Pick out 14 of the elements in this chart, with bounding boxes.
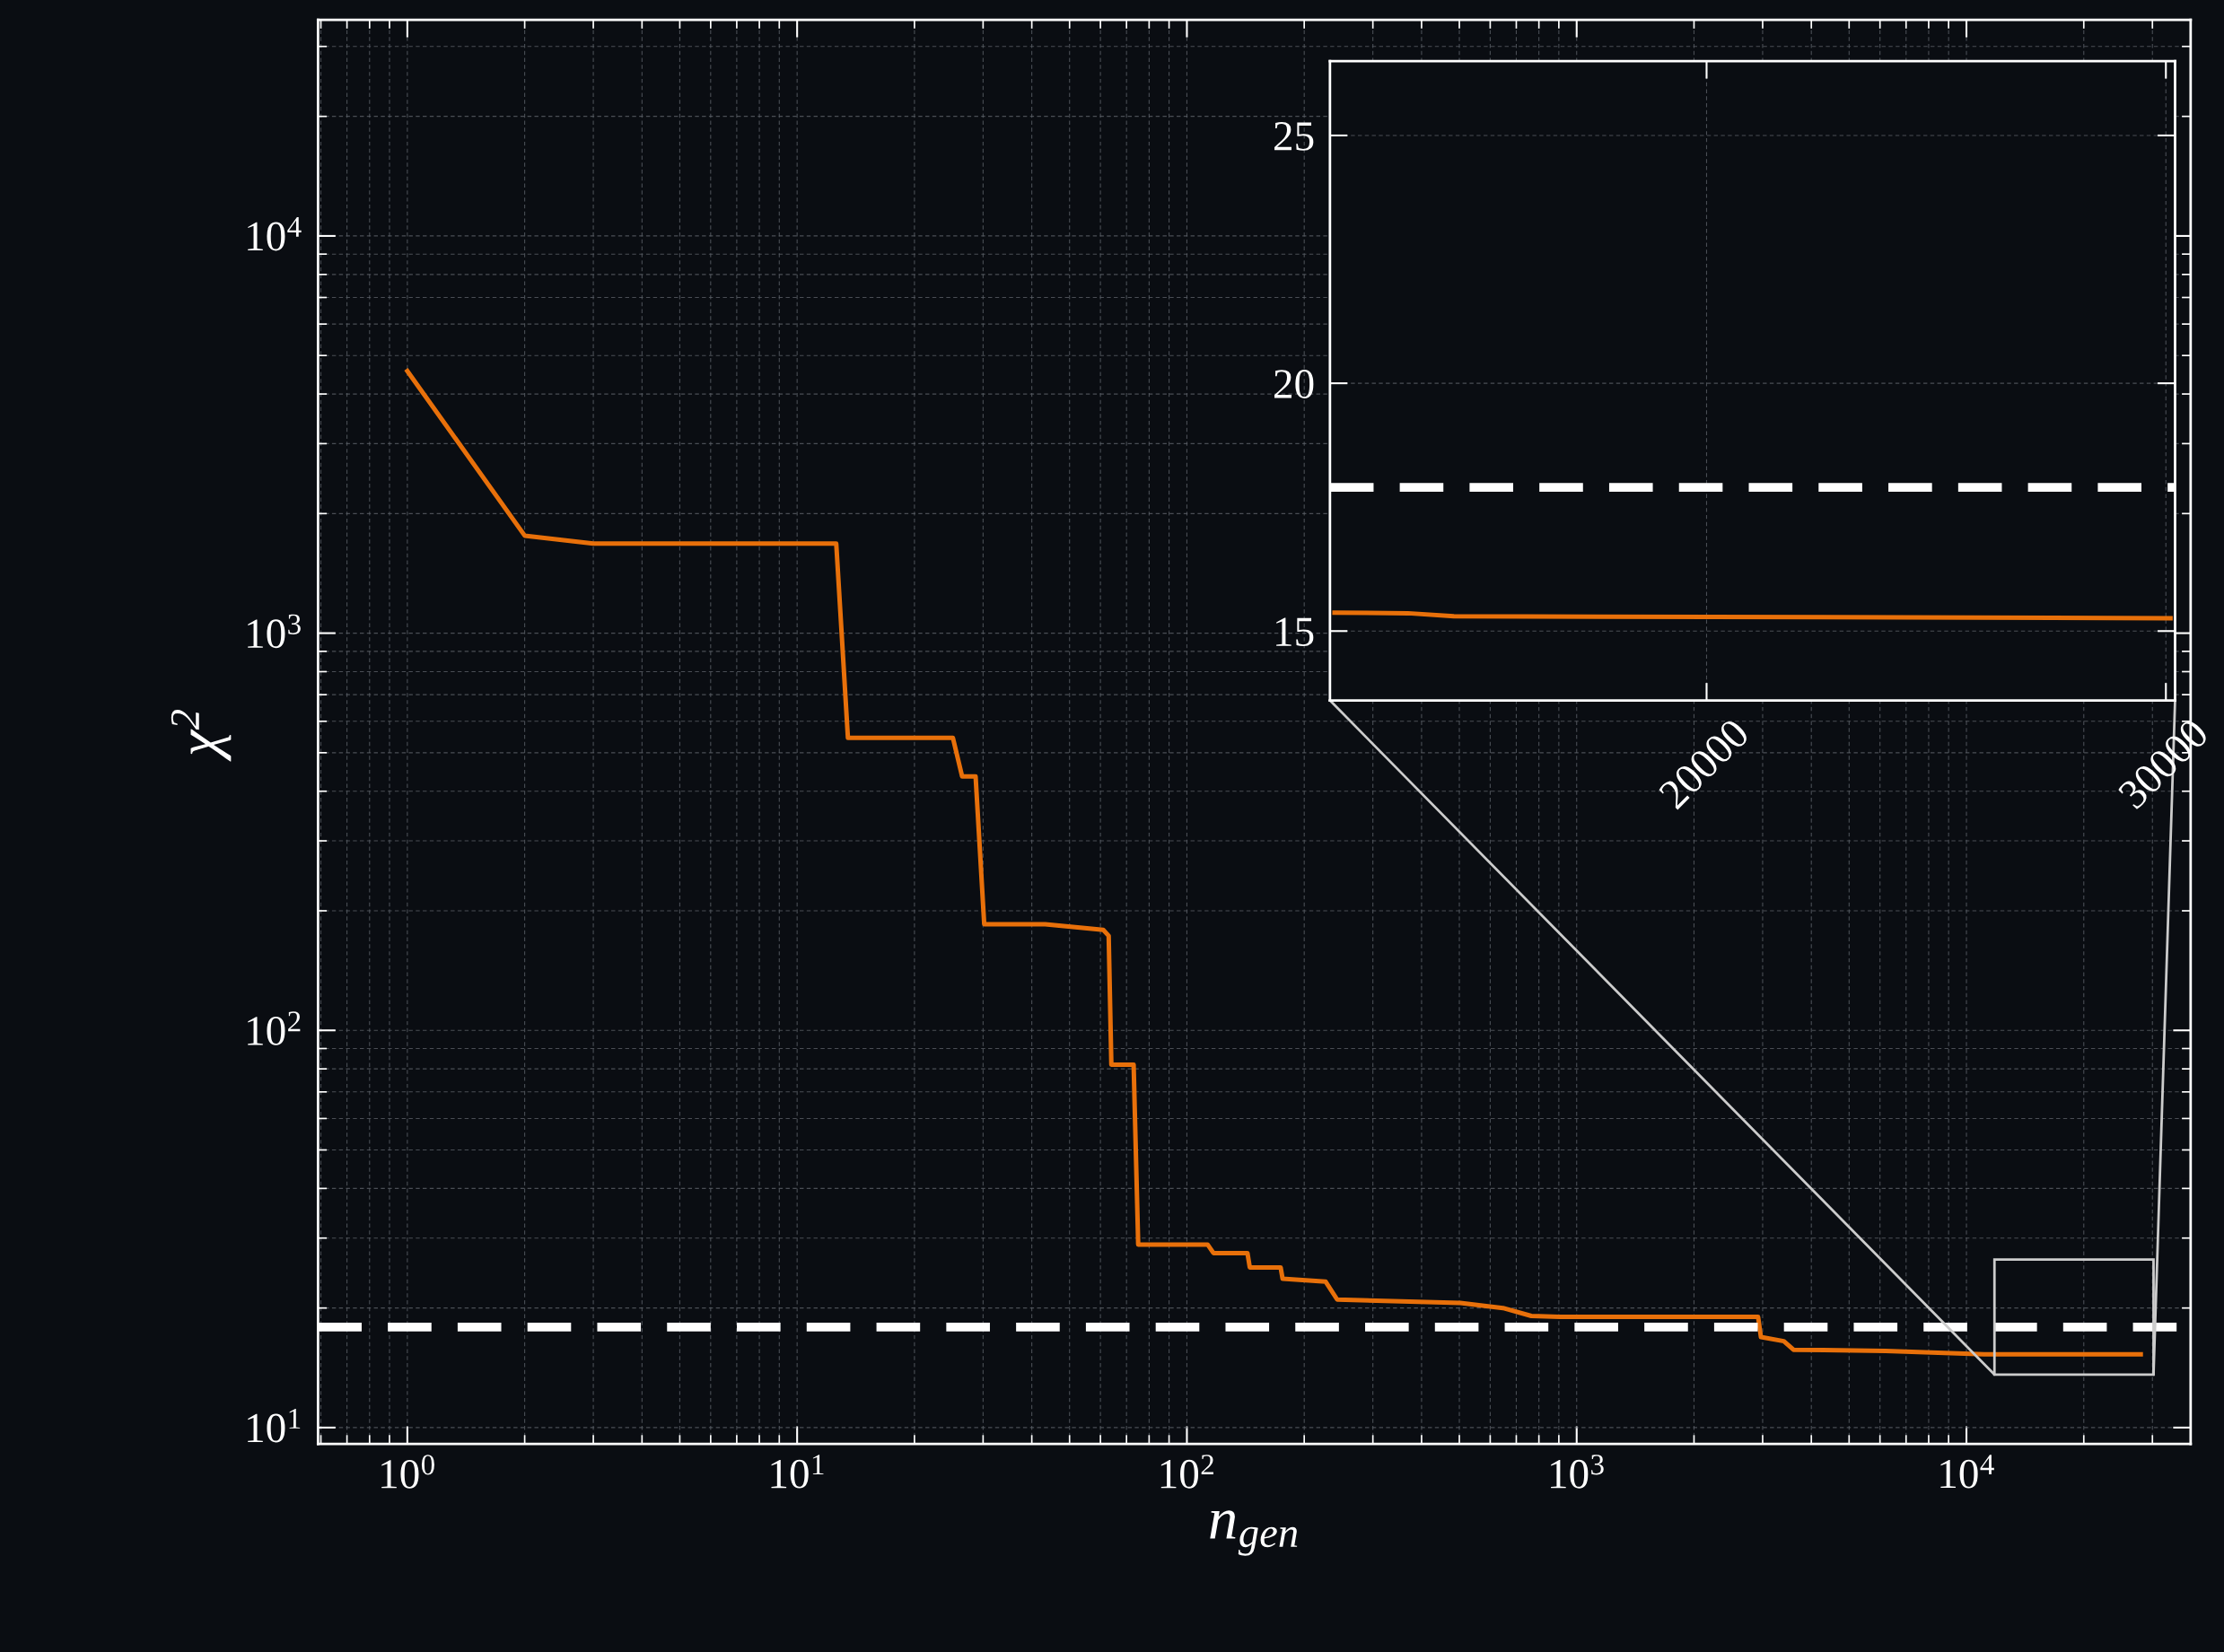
- y-tick-label: 10$^{1}$: [248, 1408, 301, 1443]
- x-axis-title: n$_{gen}$: [1210, 1510, 1298, 1556]
- y-tick-label: 20: [1274, 370, 1314, 398]
- y-tick-label: 10$^{3}$: [248, 614, 301, 649]
- x-tick-label: 10$^{1}$: [771, 1455, 824, 1489]
- y-tick-label: 10$^{2}$: [248, 1011, 301, 1045]
- y-tick-label: 10$^{4}$: [248, 217, 302, 251]
- y-tick-label: 25: [1274, 122, 1314, 151]
- x-tick-label: 10$^{4}$: [1940, 1455, 1994, 1489]
- x-tick-label: 10$^{2}$: [1160, 1455, 1213, 1489]
- y-axis-title: χ$^{2}$: [171, 710, 232, 762]
- x-tick-label: 10$^{3}$: [1551, 1455, 1604, 1489]
- x-tick-label: 10$^{0}$: [381, 1455, 434, 1489]
- y-tick-label: 15: [1276, 617, 1314, 647]
